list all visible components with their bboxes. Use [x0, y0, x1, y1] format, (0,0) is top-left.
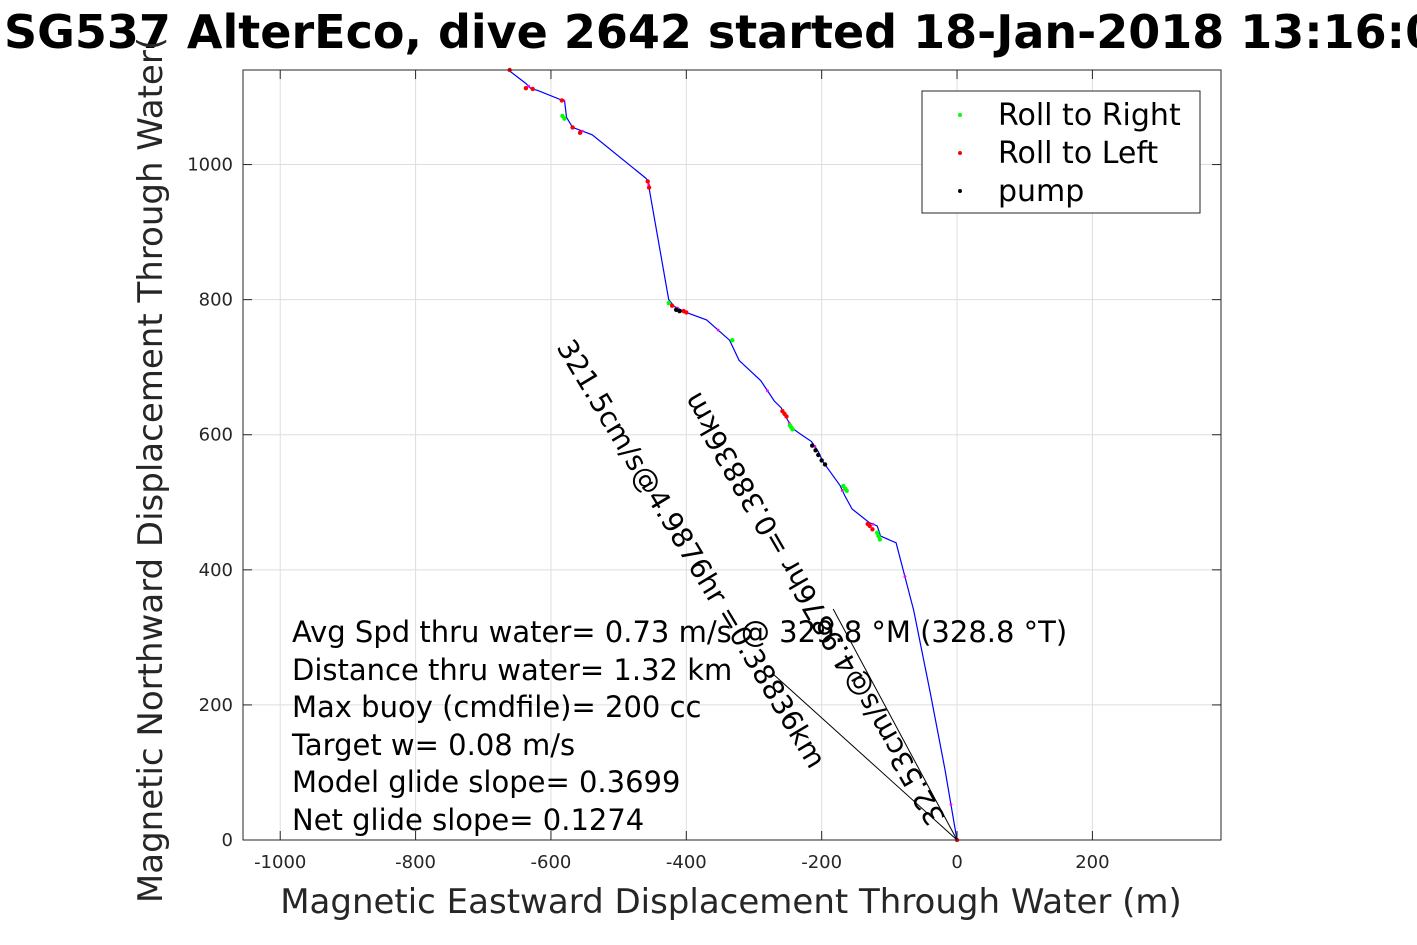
x-tick-label: -1000 [254, 852, 306, 873]
point-pump [673, 307, 679, 312]
point-roll-to-left [530, 86, 535, 92]
point-roll-to-left [865, 521, 870, 527]
annotation-model-glide: Model glide slope= 0.3699 [292, 765, 680, 799]
plot-frame [242, 69, 1222, 841]
point-pump [813, 448, 818, 453]
annotation-distance: Distance thru water= 1.32 km [292, 653, 732, 687]
point-roll-to-left [681, 308, 686, 314]
point-roll-to-right [560, 113, 565, 119]
glider-track-line [507, 69, 958, 841]
point-roll-to-right [787, 423, 793, 428]
y-tick-label: 600 [199, 425, 233, 446]
point-roll-to-left [870, 527, 875, 532]
heading-line [832, 608, 958, 841]
point-roll-to-right [876, 533, 881, 539]
point-roll-to-right [666, 300, 671, 306]
point-roll-to-left [570, 125, 575, 130]
legend-marker-pump [958, 189, 962, 193]
chart-title: SG537 AlterEco, dive 2642 started 18-Jan… [4, 5, 1417, 59]
point-roll-to-right [877, 537, 883, 542]
legend-marker-roll-left [958, 151, 962, 155]
sample-point [903, 575, 907, 578]
point-pump [810, 443, 815, 448]
x-tick-label: 200 [1075, 852, 1109, 873]
point-roll-to-right [874, 530, 880, 535]
legend-label-roll-right: Roll to Right [998, 98, 1181, 133]
track-layer [507, 69, 958, 841]
y-axis-label: Magnetic Northward Displacement Through … [131, 37, 171, 903]
annotation-block: Avg Spd thru water= 0.73 m/s @ 329.8 °M … [291, 615, 1067, 837]
heading-line [773, 674, 958, 841]
point-roll-to-left [645, 179, 650, 184]
ticks-layer: -1000 -800 -600 -400 -200 0 200 0 200 400 600 800 10… [187, 70, 1221, 873]
y-tick-label: 1000 [187, 155, 233, 176]
annotation-max-buoy: Max buoy (cmdfile)= 200 cc [292, 690, 701, 724]
x-tick-label: -400 [666, 852, 707, 873]
sample-point [527, 84, 531, 88]
annotation-target-w: Target w= 0.08 m/s [291, 728, 575, 762]
y-tick-label: 800 [199, 290, 233, 311]
point-roll-to-right [730, 337, 735, 343]
point-roll-to-left [669, 303, 675, 308]
sample-point [716, 328, 720, 332]
sample-point [871, 522, 875, 526]
y-tick-label: 200 [199, 695, 233, 716]
point-pump [822, 462, 828, 467]
x-tick-label: 0 [951, 852, 962, 873]
y-tick-label: 0 [222, 830, 233, 851]
point-pump [816, 452, 821, 458]
point-pump [677, 308, 682, 314]
point-roll-to-left [780, 408, 785, 414]
annotation-net-glide: Net glide slope= 0.1274 [292, 803, 644, 837]
heading-lines [773, 608, 958, 841]
x-tick-label: -800 [395, 852, 436, 873]
point-roll-to-left [523, 86, 529, 91]
annotation-avg-speed: Avg Spd thru water= 0.73 m/s @ 329.8 °M … [292, 615, 1067, 649]
legend: Roll to Right Roll to Left pump [921, 90, 1201, 214]
x-tick-label: -200 [801, 852, 842, 873]
point-roll-to-left [559, 98, 564, 103]
sample-point [949, 803, 953, 806]
x-tick-label: -600 [531, 852, 572, 873]
points-layer [507, 67, 960, 843]
point-pump [819, 458, 824, 463]
y-tick-label: 400 [199, 560, 233, 581]
legend-label-roll-left: Roll to Left [998, 136, 1158, 171]
sample-point [840, 489, 844, 492]
x-axis-label: Magnetic Eastward Displacement Through W… [280, 882, 1182, 922]
sample-point [766, 389, 769, 393]
point-roll-to-right [841, 483, 846, 489]
legend-label-pump: pump [998, 174, 1084, 209]
legend-marker-roll-right [958, 113, 962, 117]
point-roll-to-left [646, 185, 652, 190]
legend-box [921, 90, 1201, 214]
point-roll-to-left [577, 130, 583, 136]
